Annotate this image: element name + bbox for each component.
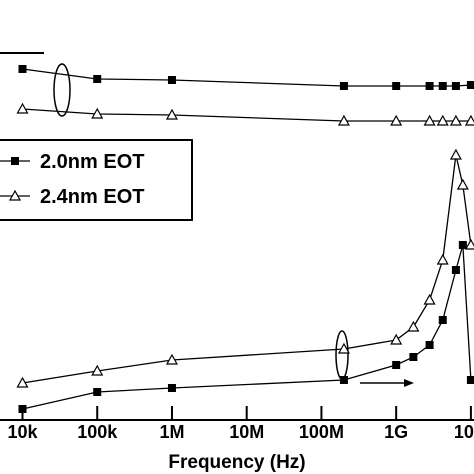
point [464, 114, 474, 126]
point [392, 361, 401, 369]
point [165, 108, 178, 120]
point [339, 376, 348, 384]
point [390, 114, 403, 126]
point [167, 76, 176, 84]
x-tick-label: 1G [384, 422, 408, 442]
point [466, 81, 474, 89]
x-tick-label: 1M [159, 422, 184, 442]
point [16, 102, 29, 114]
point [93, 388, 102, 396]
point [451, 266, 460, 274]
legend-marker [11, 157, 19, 165]
point [339, 82, 348, 90]
axis-arrow-head [404, 379, 414, 387]
point [390, 333, 403, 345]
point [407, 320, 420, 332]
x-tick-label: 10G [454, 422, 474, 442]
point [456, 178, 469, 190]
legend-label: 2.4nm EOT [40, 186, 144, 208]
point [16, 376, 29, 388]
point [464, 238, 474, 250]
x-tick-label: 10M [229, 422, 264, 442]
point [18, 405, 27, 413]
point [449, 114, 462, 126]
x-tick-label: 100M [299, 422, 344, 442]
point [466, 376, 474, 384]
point [337, 114, 350, 126]
legend-marker [8, 189, 22, 201]
point [93, 75, 102, 83]
x-tick-label: 100k [77, 422, 118, 442]
point [458, 241, 467, 249]
point [436, 114, 449, 126]
series-line [22, 68, 471, 87]
point [423, 114, 436, 126]
point [337, 342, 350, 354]
point [438, 82, 447, 90]
x-tick-label: 10k [7, 422, 38, 442]
point [436, 253, 449, 265]
curve-marker [335, 330, 349, 380]
point [449, 148, 462, 160]
x-axis-label: Frequency (Hz) [168, 452, 305, 473]
point [91, 364, 104, 376]
point [423, 293, 436, 305]
point [91, 107, 104, 119]
point [438, 316, 447, 324]
series-line [22, 108, 471, 122]
point [165, 353, 178, 365]
point [18, 65, 27, 73]
point [392, 82, 401, 90]
point [167, 384, 176, 392]
point [425, 82, 434, 90]
point [425, 341, 434, 349]
series-line [22, 244, 472, 410]
legend-label: 2.0nm EOT [40, 151, 144, 173]
legend [0, 139, 193, 221]
point [451, 82, 460, 90]
point [409, 353, 418, 361]
curve-marker [53, 63, 71, 117]
